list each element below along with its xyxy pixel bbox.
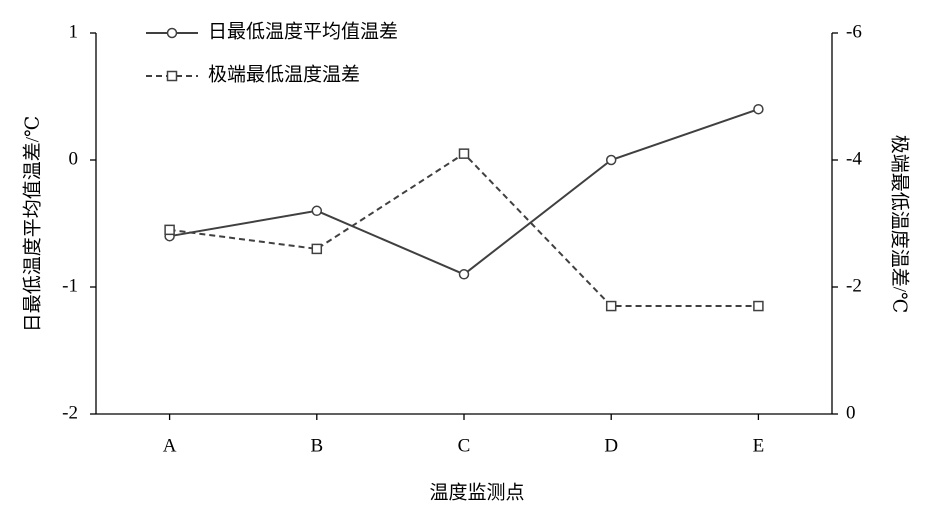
legend-marker [166, 70, 178, 82]
series-line [169, 152, 759, 308]
y2-tick-label: -4 [846, 148, 862, 169]
y2-tick-label: -6 [846, 21, 862, 42]
data-point [311, 205, 323, 217]
data-point [605, 300, 617, 312]
series-line [169, 108, 759, 276]
x-tick-label: B [310, 435, 323, 456]
y2-tick-label: -2 [846, 275, 862, 296]
y2-tick-label: 0 [846, 402, 856, 423]
y-tick-label: -2 [62, 402, 78, 423]
y-tick-label: -1 [62, 275, 78, 296]
y-tick-label: 1 [69, 21, 79, 42]
x-axis-label: 温度监测点 [429, 481, 524, 503]
y-axis-label: 日最低温度平均值温差/℃ [21, 116, 43, 333]
legend-label: 极端最低温度温差 [208, 63, 360, 85]
data-point [164, 224, 175, 236]
x-tick-label: C [458, 435, 471, 456]
data-point [753, 103, 764, 115]
data-point [605, 154, 617, 166]
y-tick-label: 0 [69, 148, 79, 169]
x-tick-label: E [753, 435, 765, 456]
data-point [753, 300, 764, 312]
legend-marker [166, 27, 178, 39]
x-tick-label: D [604, 435, 618, 456]
y2-axis-label: 极端最低温度温差/℃ [889, 135, 911, 314]
data-point [311, 243, 323, 255]
x-tick-label: A [163, 435, 177, 456]
data-point [458, 148, 470, 159]
data-point [458, 269, 470, 280]
legend-label: 日最低温度平均值温差 [208, 20, 398, 42]
